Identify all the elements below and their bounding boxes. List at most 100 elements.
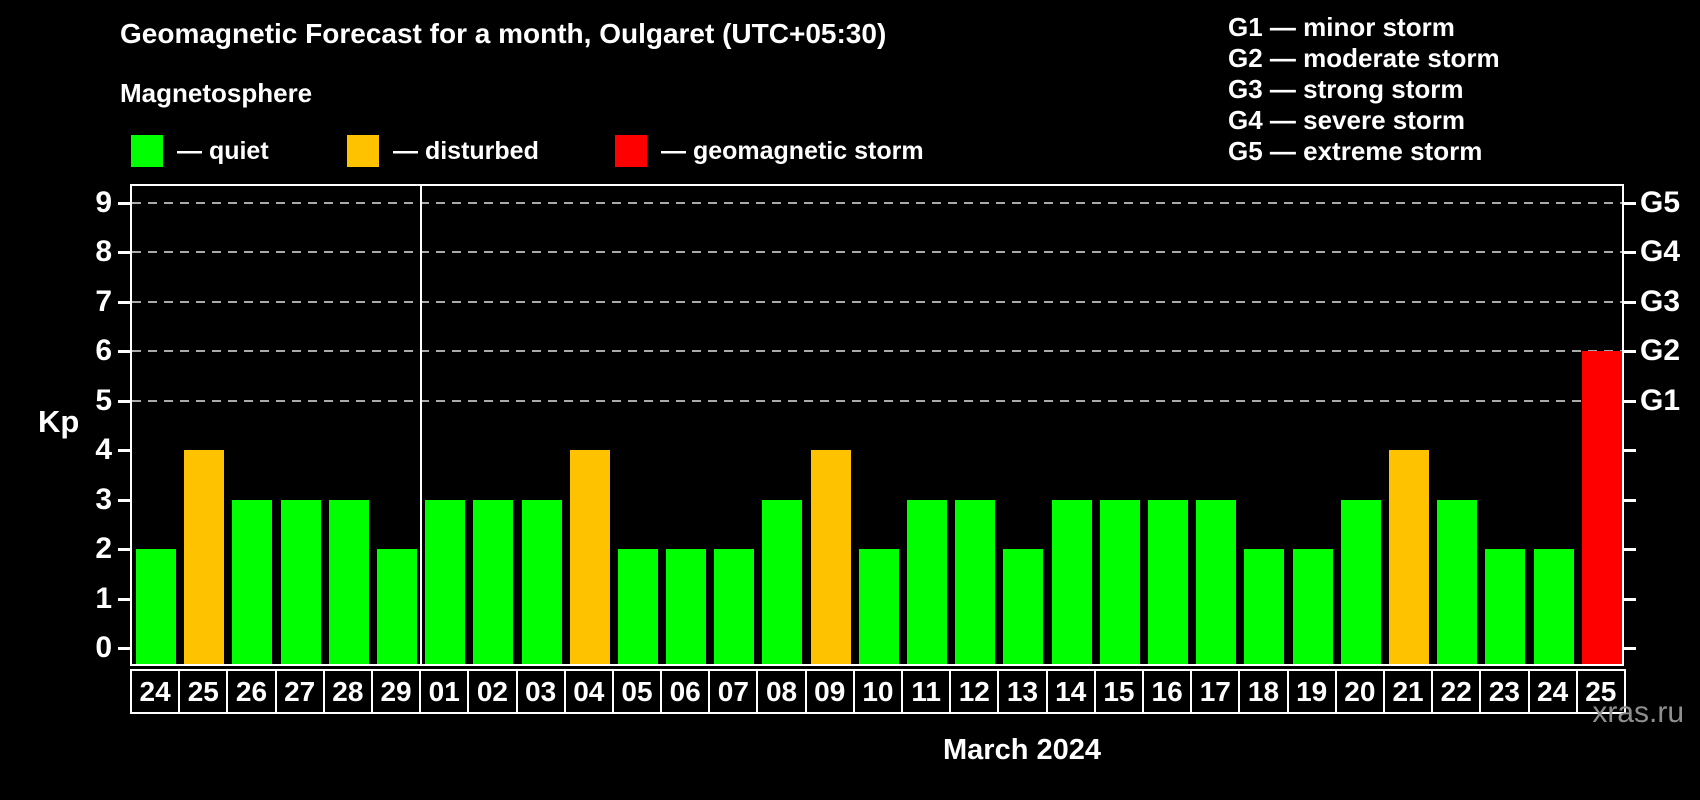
day-label-5: 29	[370, 669, 422, 714]
gridline-kp9	[132, 201, 1622, 204]
kp-bar-21	[1388, 450, 1429, 664]
gridline-kp6	[132, 350, 1622, 352]
y-tick-label-5: 5	[95, 383, 112, 417]
day-label-9: 04	[563, 669, 614, 714]
kp-bar-20	[1340, 499, 1381, 664]
day-label-23: 18	[1238, 669, 1289, 714]
kp-bar-26	[232, 499, 273, 664]
g-legend-line-1: G1 — minor storm	[1228, 12, 1455, 42]
g-scale-label-G4: G4	[1640, 235, 1681, 268]
day-label-15: 10	[852, 669, 904, 714]
kp-bar-02	[473, 499, 514, 664]
legend-item-storm: — geomagnetic storm	[615, 135, 924, 167]
day-label-26: 21	[1382, 669, 1434, 714]
g-tick-8	[1624, 251, 1636, 254]
storm-color-swatch	[615, 135, 647, 167]
day-label-1: 25	[178, 669, 229, 714]
x-axis-title: March 2024	[943, 734, 1101, 766]
y-tick-1	[118, 597, 130, 601]
day-label-25: 20	[1334, 669, 1385, 714]
day-label-22: 17	[1190, 669, 1241, 714]
y-tick-label-3: 3	[95, 482, 112, 516]
day-label-27: 22	[1431, 669, 1482, 714]
legend-label-quiet: — quiet	[177, 136, 269, 165]
day-label-8: 03	[515, 669, 566, 714]
kp-bar-17	[1196, 499, 1237, 664]
kp-bar-25	[1581, 351, 1622, 664]
y-tick-9	[118, 201, 130, 205]
kp-bar-22	[1437, 499, 1478, 664]
day-label-6: 01	[419, 669, 470, 714]
g-tick-0	[1624, 647, 1636, 650]
chart-title: Geomagnetic Forecast for a month, Oulgar…	[120, 18, 887, 49]
day-label-4: 28	[322, 669, 373, 714]
day-label-24: 19	[1286, 669, 1337, 714]
day-label-21: 16	[1141, 669, 1193, 714]
y-tick-8	[118, 251, 130, 254]
kp-bar-06	[666, 549, 707, 664]
day-label-13: 08	[756, 669, 807, 714]
kp-bar-29	[376, 549, 417, 664]
y-tick-label-1: 1	[95, 581, 112, 615]
month-separator	[420, 186, 423, 664]
kp-bar-15	[1099, 499, 1140, 664]
y-axis-title: Kp	[38, 404, 80, 439]
g-tick-3	[1624, 498, 1636, 502]
g-tick-7	[1624, 300, 1636, 304]
day-label-7: 02	[467, 669, 518, 714]
y-tick-0	[118, 647, 130, 650]
watermark: xras.ru	[1592, 696, 1684, 729]
kp-bar-28	[328, 499, 369, 664]
kp-bar-03	[521, 499, 562, 664]
day-label-30: 25	[1575, 669, 1626, 714]
g-tick-9	[1624, 201, 1636, 205]
y-tick-label-2: 2	[95, 532, 112, 565]
y-tick-label-0: 0	[95, 631, 112, 664]
kp-bar-05	[617, 549, 658, 664]
day-label-2: 26	[226, 669, 277, 714]
y-tick-5	[118, 399, 130, 403]
legend-label-disturbed: — disturbed	[393, 136, 539, 165]
plot-area	[130, 184, 1624, 666]
day-label-17: 12	[949, 669, 1000, 714]
day-label-16: 11	[901, 669, 952, 714]
g-scale-label-G1: G1	[1640, 383, 1681, 417]
y-tick-4	[118, 449, 130, 452]
y-tick-label-6: 6	[95, 334, 112, 367]
kp-bar-08	[762, 499, 803, 664]
legend-item-disturbed: — disturbed	[347, 135, 539, 167]
day-label-14: 09	[804, 669, 855, 714]
day-label-10: 05	[611, 669, 663, 714]
quiet-color-swatch	[131, 135, 163, 167]
g-legend-line-3: G3 — strong storm	[1228, 74, 1464, 104]
kp-bar-04	[569, 450, 610, 664]
gridline-kp7	[132, 300, 1622, 303]
day-label-19: 14	[1045, 669, 1096, 714]
legend-item-quiet: — quiet	[131, 135, 269, 167]
kp-bar-09	[810, 450, 851, 664]
kp-bar-25	[184, 450, 225, 664]
g-tick-4	[1624, 449, 1636, 452]
kp-bar-11	[907, 499, 948, 664]
kp-bar-23	[1485, 549, 1526, 664]
day-label-20: 15	[1093, 669, 1144, 714]
legend-label-storm: — geomagnetic storm	[661, 136, 924, 165]
g-tick-5	[1624, 399, 1636, 403]
kp-bar-18	[1244, 549, 1285, 664]
g-scale-label-G2: G2	[1640, 334, 1681, 367]
y-tick-label-8: 8	[95, 235, 112, 268]
day-label-18: 13	[997, 669, 1048, 714]
disturbed-color-swatch	[347, 135, 379, 167]
y-tick-label-7: 7	[95, 284, 112, 318]
g-scale-label-G5: G5	[1640, 185, 1681, 219]
chart-subtitle: Magnetosphere	[120, 78, 313, 108]
day-label-28: 23	[1479, 669, 1530, 714]
kp-bar-01	[425, 499, 466, 664]
g-tick-1	[1624, 597, 1636, 601]
y-tick-2	[118, 548, 130, 551]
day-label-0: 24	[130, 669, 181, 714]
gridline-kp8	[132, 251, 1622, 253]
gridline-kp5	[132, 399, 1622, 402]
y-tick-label-4: 4	[95, 433, 112, 466]
